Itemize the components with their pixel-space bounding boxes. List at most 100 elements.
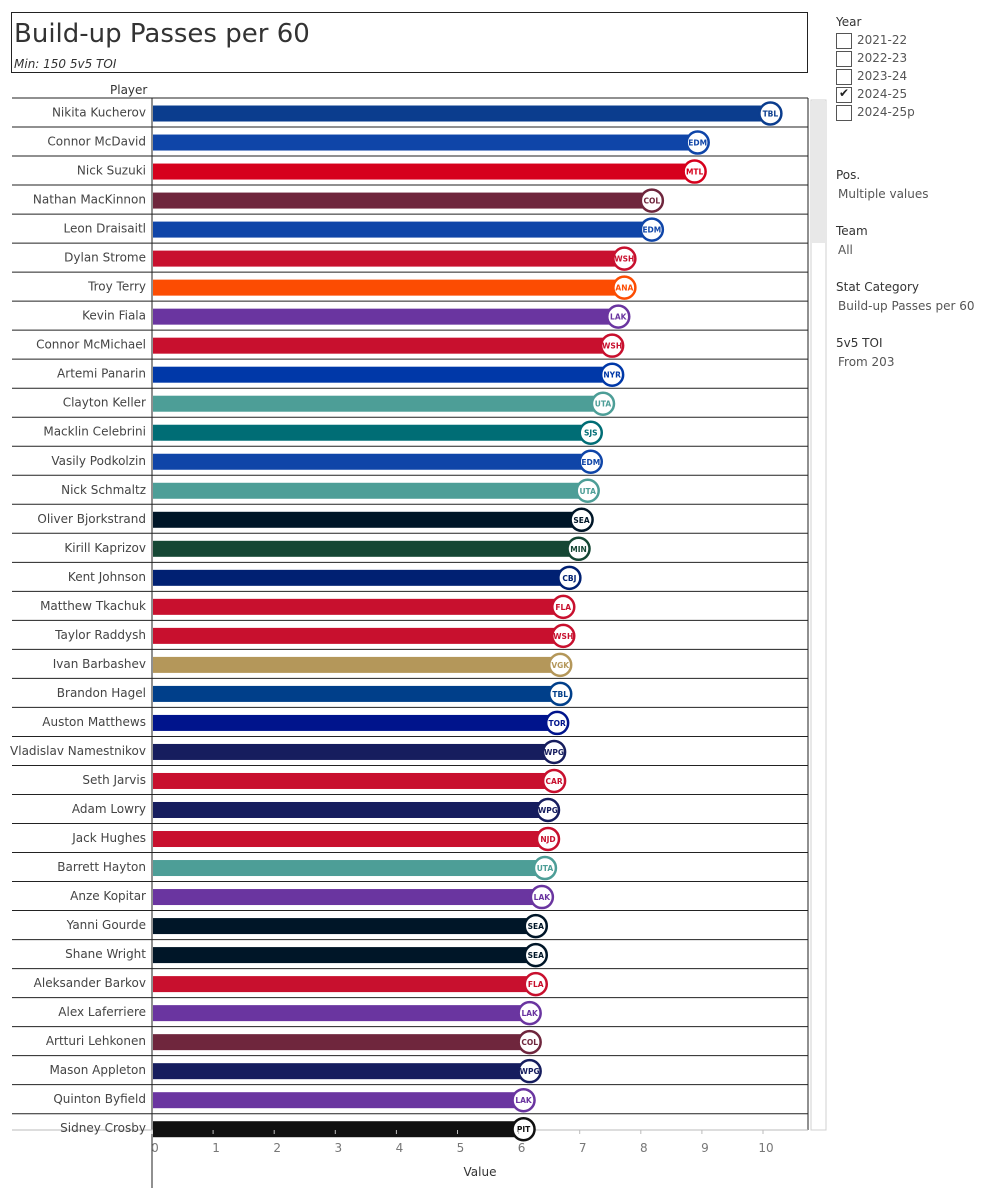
bar — [153, 1034, 523, 1051]
team-logo-label: WSH — [602, 342, 622, 351]
player-label: Troy Terry — [87, 280, 146, 294]
team-logo-label: SEA — [528, 951, 545, 960]
team-logo-icon — [532, 855, 558, 881]
bar — [153, 192, 645, 209]
bar — [153, 656, 554, 673]
pos-filter-title: Pos. — [836, 168, 861, 182]
team-logo-label: TBL — [763, 110, 779, 119]
team-logo-icon — [639, 217, 665, 242]
toi-filter-value[interactable]: From 203 — [838, 355, 895, 369]
team-logo-label: NYR — [603, 371, 621, 380]
team-logo-label: WPG — [520, 1067, 540, 1076]
team-logo-icon — [541, 739, 567, 765]
player-label: Mason Appleton — [49, 1063, 146, 1077]
year-checkbox[interactable] — [836, 33, 852, 49]
team-logo-icon — [535, 797, 561, 823]
team-logo-label: SEA — [573, 516, 590, 525]
player-label: Artturi Lehkonen — [46, 1034, 146, 1048]
player-label: Matthew Tkachuk — [40, 599, 146, 613]
bar — [153, 511, 575, 528]
year-checkbox[interactable] — [836, 69, 852, 85]
bar — [153, 1121, 517, 1138]
team-logo-icon — [639, 188, 665, 213]
team-logo-icon — [612, 246, 637, 271]
team-logo-label: TBL — [552, 690, 568, 699]
year-checkbox[interactable]: ✔ — [836, 86, 852, 103]
team-logo-icon — [578, 449, 604, 474]
team-logo-label: SJS — [584, 429, 598, 438]
team-logo-label: WPG — [544, 748, 564, 757]
year-filter-title: Year — [836, 15, 862, 29]
team-logo-label: COL — [521, 1038, 538, 1047]
team-logo-label: LAK — [515, 1096, 533, 1105]
team-filter-value[interactable]: All — [838, 243, 853, 257]
year-checkbox[interactable] — [836, 51, 852, 67]
player-label: Brandon Hagel — [57, 686, 146, 700]
x-tick-label: 7 — [579, 1141, 587, 1155]
player-label: Dylan Strome — [64, 251, 146, 265]
year-checkbox[interactable] — [836, 105, 852, 121]
player-label: Shane Wright — [65, 947, 146, 961]
team-logo-label: WPG — [538, 806, 558, 815]
pos-filter-value[interactable]: Multiple values — [838, 187, 929, 201]
team-logo-label: VGK — [551, 661, 570, 670]
bar — [153, 801, 541, 818]
team-logo-icon — [599, 333, 625, 358]
team-logo-label: EDM — [581, 458, 600, 467]
bar — [153, 831, 541, 848]
team-logo-label: FLA — [528, 980, 544, 989]
bar — [153, 918, 529, 935]
team-logo-icon — [566, 536, 591, 562]
chart-title: Build-up Passes per 60 — [14, 19, 310, 49]
team-logo-icon — [606, 304, 631, 329]
team-logo-label: CBJ — [562, 574, 576, 583]
player-label: Nikita Kucherov — [52, 106, 146, 120]
bar — [153, 453, 584, 470]
team-logo-icon — [569, 507, 594, 533]
stat-category-value[interactable]: Build-up Passes per 60 — [838, 299, 975, 313]
player-label: Alex Laferriere — [58, 1005, 146, 1019]
player-label: Macklin Celebrini — [43, 425, 146, 439]
team-logo-icon — [599, 362, 625, 387]
bar — [153, 366, 606, 383]
x-tick-label: 5 — [457, 1141, 465, 1155]
player-label: Oliver Bjorkstrand — [37, 512, 146, 526]
bar — [153, 772, 548, 789]
bar — [153, 424, 584, 441]
player-label: Taylor Raddysh — [54, 628, 146, 642]
player-label: Quinton Byfield — [53, 1092, 146, 1106]
player-label: Aleksander Barkov — [34, 976, 146, 990]
x-tick-label: 0 — [151, 1141, 159, 1155]
x-tick-label: 10 — [758, 1141, 773, 1155]
team-logo-icon — [535, 826, 561, 852]
player-label: Clayton Keller — [63, 396, 146, 410]
bar — [153, 743, 548, 760]
bar — [153, 105, 764, 122]
team-logo-icon — [511, 1087, 536, 1113]
x-tick-label: 6 — [518, 1141, 526, 1155]
x-tick-label: 1 — [212, 1141, 220, 1155]
bar — [153, 279, 618, 296]
bar — [153, 685, 554, 702]
team-logo-icon — [551, 594, 576, 620]
year-option-label: 2023-24 — [857, 69, 908, 83]
stat-category-title: Stat Category — [836, 280, 920, 294]
team-logo-label: FLA — [555, 603, 571, 612]
team-logo-label: TOR — [549, 719, 566, 728]
bar — [153, 598, 557, 615]
player-label: Seth Jarvis — [82, 773, 146, 787]
team-logo-label: MIN — [570, 545, 587, 554]
team-logo-label: LAK — [521, 1009, 539, 1018]
bar — [153, 569, 563, 586]
team-logo-icon — [575, 478, 600, 504]
team-logo-label: LAK — [610, 313, 628, 322]
team-logo-label: CAR — [546, 777, 563, 786]
team-logo-icon — [590, 391, 616, 416]
x-tick-label: 4 — [396, 1141, 404, 1155]
player-label: Kent Johnson — [68, 570, 146, 584]
bar — [153, 947, 529, 964]
x-tick-label: 2 — [273, 1141, 281, 1155]
team-logo-icon — [578, 420, 604, 445]
player-label: Jack Hughes — [71, 831, 146, 845]
bar — [153, 221, 645, 238]
